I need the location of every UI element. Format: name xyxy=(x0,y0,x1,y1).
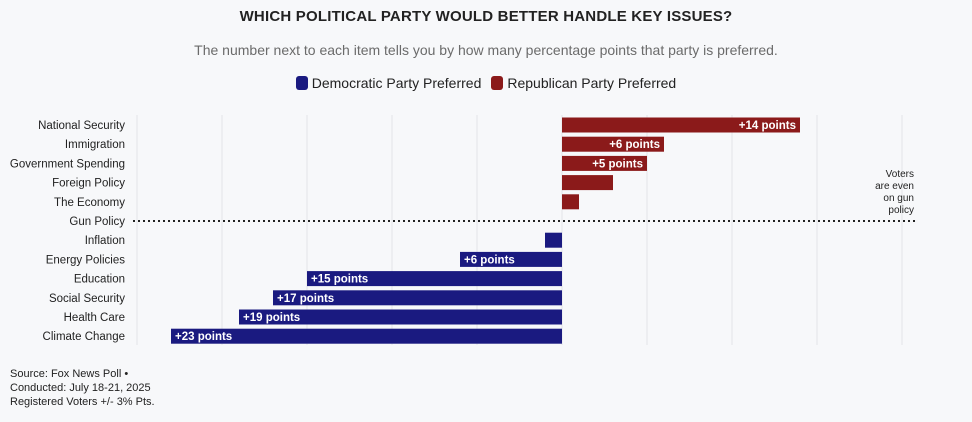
data-label: +15 points xyxy=(311,274,368,286)
bar xyxy=(562,117,800,133)
category-label: National Security xyxy=(38,120,125,132)
bar xyxy=(562,155,647,171)
category-label: Inflation xyxy=(85,235,125,247)
category-label: Social Security xyxy=(49,293,125,305)
data-label: +23 points xyxy=(175,331,232,343)
bar xyxy=(171,328,562,344)
chart-title: WHICH POLITICAL PARTY WOULD BETTER HANDL… xyxy=(239,8,733,25)
category-label: Gun Policy xyxy=(69,216,125,228)
data-label: +19 points xyxy=(243,312,300,324)
category-label: Foreign Policy xyxy=(52,178,125,190)
bar xyxy=(273,290,562,306)
bar xyxy=(562,194,579,210)
data-label: +6 points xyxy=(464,254,515,266)
bar-chart: National Security +14 points Immigration +6… xyxy=(10,115,918,345)
data-label: +5 points xyxy=(592,158,643,170)
legend-swatch-republican xyxy=(491,76,504,90)
bar xyxy=(562,175,613,191)
annotation-line: policy xyxy=(888,205,914,216)
legend-swatch-democratic xyxy=(295,76,308,90)
category-label: Energy Policies xyxy=(46,254,126,266)
bar xyxy=(545,232,562,248)
bar xyxy=(460,251,562,267)
category-label: The Economy xyxy=(54,197,125,209)
source-line-1: Source: Fox News Poll • xyxy=(10,368,129,380)
category-label: Health Care xyxy=(64,312,125,324)
legend: Democratic Party Preferred Republican Pa… xyxy=(0,75,972,91)
annotation-line: are even xyxy=(875,181,914,192)
annotation-line: Voters xyxy=(886,169,914,180)
annotation-line: on gun xyxy=(883,193,914,204)
category-label: Government Spending xyxy=(10,158,125,170)
chart-subtitle: The number next to each item tells you b… xyxy=(194,42,778,58)
category-label: Immigration xyxy=(65,139,125,151)
category-label: Education xyxy=(74,274,125,286)
source-line-3: Registered Voters +/- 3% Pts. xyxy=(10,396,155,408)
data-label: +6 points xyxy=(609,139,660,151)
bar xyxy=(239,309,562,325)
legend-label-democratic: Democratic Party Preferred xyxy=(311,75,482,91)
source-note: Source: Fox News Poll • Conducted: July … xyxy=(10,367,155,409)
category-label: Climate Change xyxy=(43,331,125,343)
source-line-2: Conducted: July 18-21, 2025 xyxy=(10,382,151,394)
legend-item-democratic: Democratic Party Preferred xyxy=(295,75,482,91)
legend-label-republican: Republican Party Preferred xyxy=(507,75,677,91)
bar xyxy=(307,271,562,287)
bar xyxy=(562,136,664,152)
legend-item-republican: Republican Party Preferred xyxy=(491,75,676,91)
data-label: +14 points xyxy=(739,120,796,132)
data-label: +17 points xyxy=(277,293,334,305)
